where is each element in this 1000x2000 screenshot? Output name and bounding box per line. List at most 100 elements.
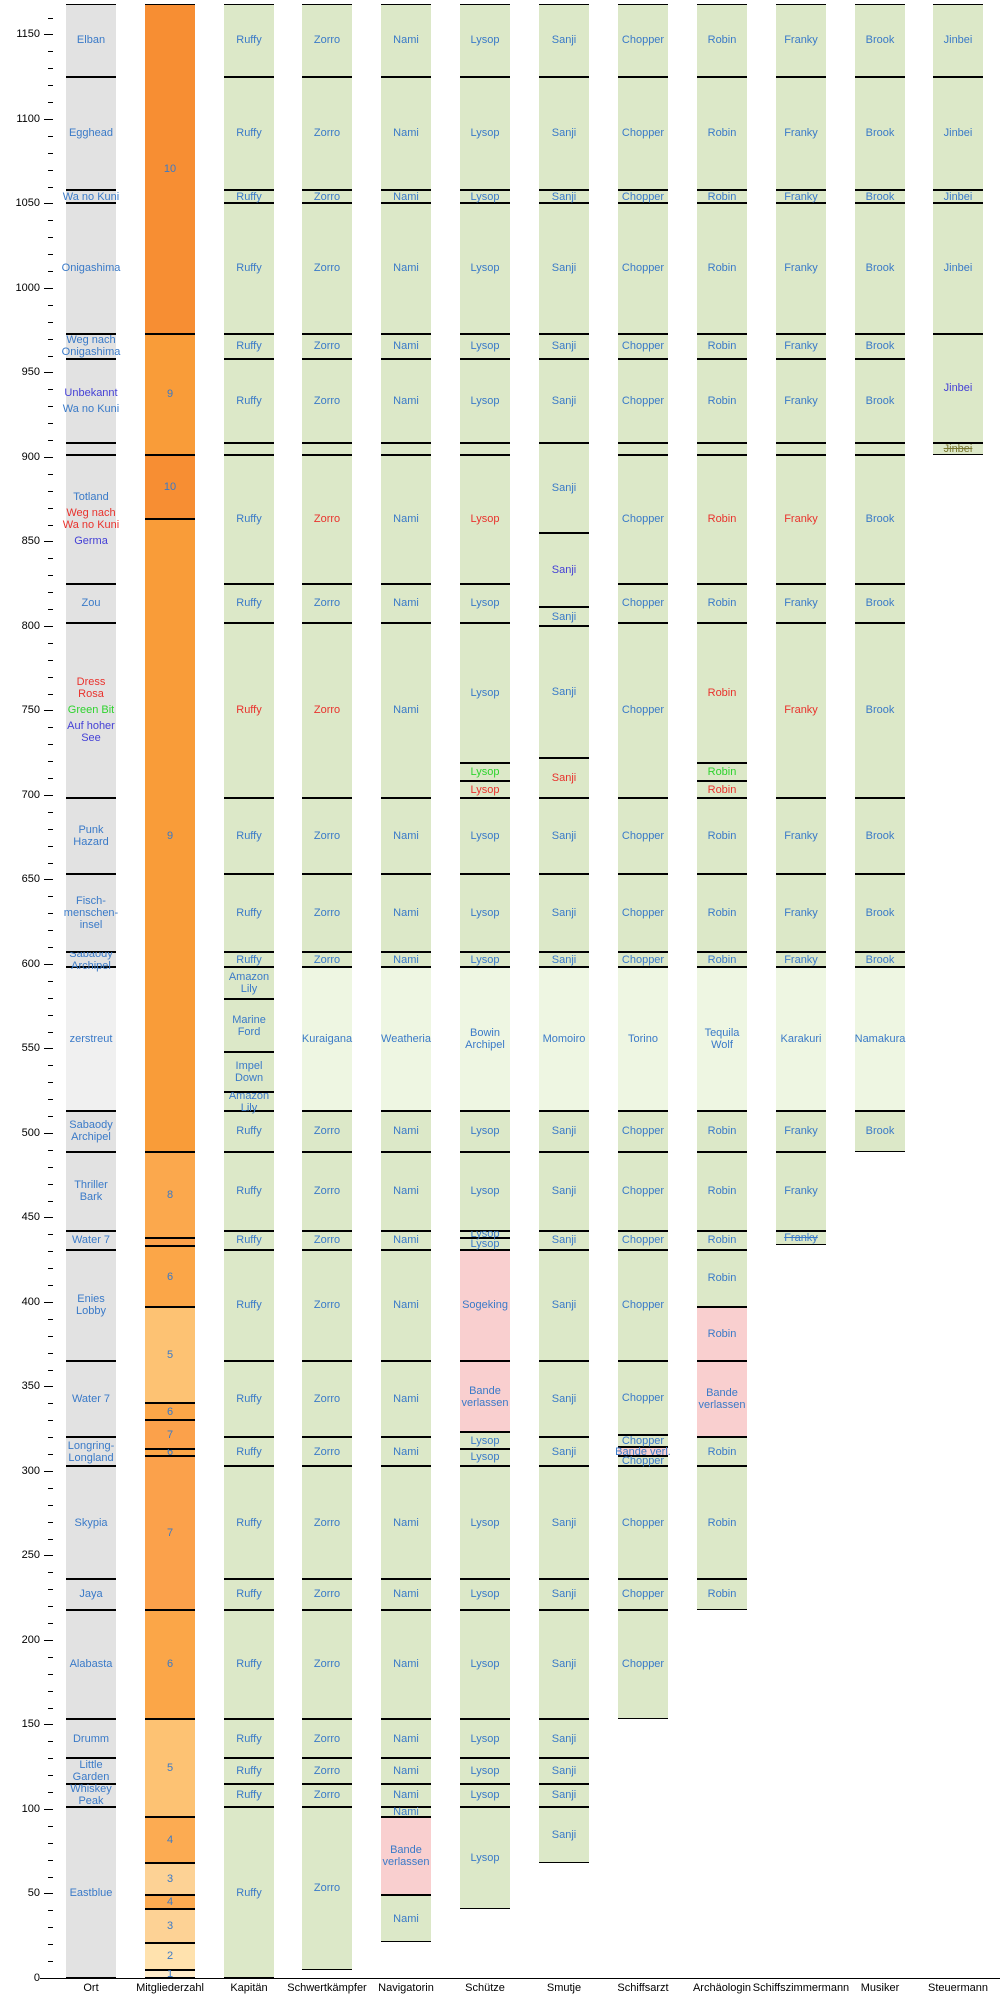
- ort-segment: Sabaody Archipel: [66, 948, 116, 972]
- segment-label: Brook: [865, 513, 895, 526]
- segment-label: Green Bit: [67, 704, 115, 717]
- smutje-segment: Sanji: [539, 189, 589, 204]
- y-major-tick: [44, 879, 53, 881]
- segment-label: Nami: [393, 1912, 419, 1925]
- navigatorin-segment: Nami: [381, 622, 431, 799]
- segment-label: Ruffy: [236, 190, 262, 203]
- y-minor-tick: [48, 727, 53, 729]
- y-axis-label: 700: [21, 788, 40, 801]
- segment-label: Nami: [393, 1125, 419, 1138]
- y-minor-tick: [48, 17, 53, 19]
- archaeologin-segment: Robin: [697, 1579, 747, 1610]
- segment-label: Nami: [393, 1789, 419, 1802]
- schwertkaempfer-segment: Zorro: [302, 1249, 352, 1362]
- schiffszimmermann-segment: Franky: [776, 952, 826, 968]
- schuetze-segment: Lysop: [460, 1807, 510, 1909]
- y-minor-tick: [48, 1690, 53, 1692]
- segment-label: Franky: [784, 830, 818, 843]
- smutje-segment: Sanji: [539, 1609, 589, 1720]
- kapitaen-segment: Ruffy: [224, 1151, 274, 1231]
- segment-label: Ruffy: [236, 1732, 262, 1745]
- segment-label: verlassen: [698, 1399, 746, 1412]
- segment-label: Rosa: [78, 688, 104, 701]
- schuetze-segment: Lysop: [460, 952, 510, 968]
- segment-label: 10: [163, 162, 177, 175]
- smutje-segment: Sanji: [539, 203, 589, 334]
- musiker-segment: Brook: [855, 1110, 905, 1152]
- segment-label: Egghead: [68, 127, 114, 140]
- y-minor-tick: [48, 85, 53, 87]
- schuetze-segment: Lysop: [460, 1449, 510, 1466]
- schwertkaempfer-segment: Zorro: [302, 1230, 352, 1250]
- schuetze-segment: Lysop: [460, 203, 510, 334]
- segment-label: Franky: [784, 1231, 818, 1244]
- mitgliederzahl-segment: 6: [145, 1403, 195, 1421]
- schuetze-segment: Lysop: [460, 622, 510, 763]
- kapitaen-segment: Ruffy: [224, 455, 274, 584]
- segment-label: Nami: [393, 1764, 419, 1777]
- y-minor-tick: [48, 1656, 53, 1658]
- segment-label: Whiskey: [70, 1783, 112, 1796]
- navigatorin-segment: Nami: [381, 358, 431, 444]
- y-minor-tick: [48, 135, 53, 137]
- schuetze-segment: Sogeking: [460, 1249, 510, 1362]
- y-major-tick: [44, 1724, 53, 1726]
- musiker-segment: Brook: [855, 952, 905, 968]
- schuetze-segment: Lysop: [460, 1719, 510, 1759]
- schiffsarzt-segment: Chopper: [618, 583, 668, 623]
- segment-label: Sanji: [551, 564, 577, 577]
- segment-label: Weatheria: [381, 1033, 431, 1046]
- y-major-tick: [44, 287, 53, 289]
- segment-label: Ruffy: [236, 953, 262, 966]
- schuetze-segment: Lysop: [460, 1465, 510, 1580]
- schiffsarzt-segment: Chopper: [618, 333, 668, 359]
- segment-label: Momoiro: [542, 1033, 586, 1046]
- segment-label: Nami: [393, 830, 419, 843]
- schwertkaempfer-segment: Zorro: [302, 798, 352, 875]
- mitgliederzahl-segment: 5: [145, 1307, 195, 1404]
- segment-label: Dress: [76, 676, 106, 689]
- segment-label: Nami: [393, 513, 419, 526]
- ort-segment: Alabasta: [66, 1609, 116, 1720]
- segment-label: 3: [166, 1873, 174, 1886]
- ort-segment: Egghead: [66, 76, 116, 190]
- archaeologin-segment: Robin: [697, 1465, 747, 1580]
- musiker-segment: Brook: [855, 358, 905, 444]
- navigatorin-segment: Nami: [381, 1806, 431, 1818]
- y-minor-tick: [48, 1099, 53, 1101]
- schuetze-segment: Bowin Archipel: [460, 967, 510, 1111]
- y-major-tick: [44, 794, 53, 796]
- segment-label: Namakura: [854, 1033, 906, 1046]
- navigatorin-segment: Nami: [381, 1895, 431, 1943]
- segment-label: Sanji: [551, 1445, 577, 1458]
- musiker-segment: [855, 443, 905, 456]
- segment-label: Ruffy: [236, 127, 262, 140]
- musiker-segment: Brook: [855, 333, 905, 359]
- segment-label: 5: [166, 1349, 174, 1362]
- segment-label: Ruffy: [236, 830, 262, 843]
- segment-label: Jaya: [79, 1588, 103, 1601]
- segment-label: Lysop: [470, 1789, 500, 1802]
- segment-label: Tequila: [704, 1027, 740, 1040]
- archaeologin-segment: Robin: [697, 1249, 747, 1308]
- y-minor-tick: [48, 1166, 53, 1168]
- schiffszimmermann-segment: Franky: [776, 798, 826, 875]
- archaeologin-segment: Robin: [697, 1151, 747, 1231]
- segment-label: Bande: [390, 1844, 422, 1857]
- segment-label: Chopper: [621, 597, 665, 610]
- y-axis-label: 1000: [15, 281, 40, 294]
- y-minor-tick: [48, 930, 53, 932]
- navigatorin-segment: Nami: [381, 1465, 431, 1580]
- segment-label: 9: [166, 829, 174, 842]
- segment-label: Nami: [393, 1732, 419, 1745]
- segment-label: Lysop: [470, 1658, 500, 1671]
- segment-label: Thriller: [74, 1179, 108, 1192]
- y-minor-tick: [48, 1792, 53, 1794]
- schwertkaempfer-segment: Zorro: [302, 455, 352, 584]
- archaeologin-segment: Robin: [697, 1110, 747, 1152]
- schiffsarzt-segment: Chopper: [618, 952, 668, 968]
- segment-label: Little: [79, 1758, 103, 1771]
- smutje-segment: Momoiro: [539, 967, 589, 1111]
- navigatorin-segment: Nami: [381, 1783, 431, 1808]
- column-label-mitgliederzahl: Mitgliederzahl: [136, 1982, 204, 1994]
